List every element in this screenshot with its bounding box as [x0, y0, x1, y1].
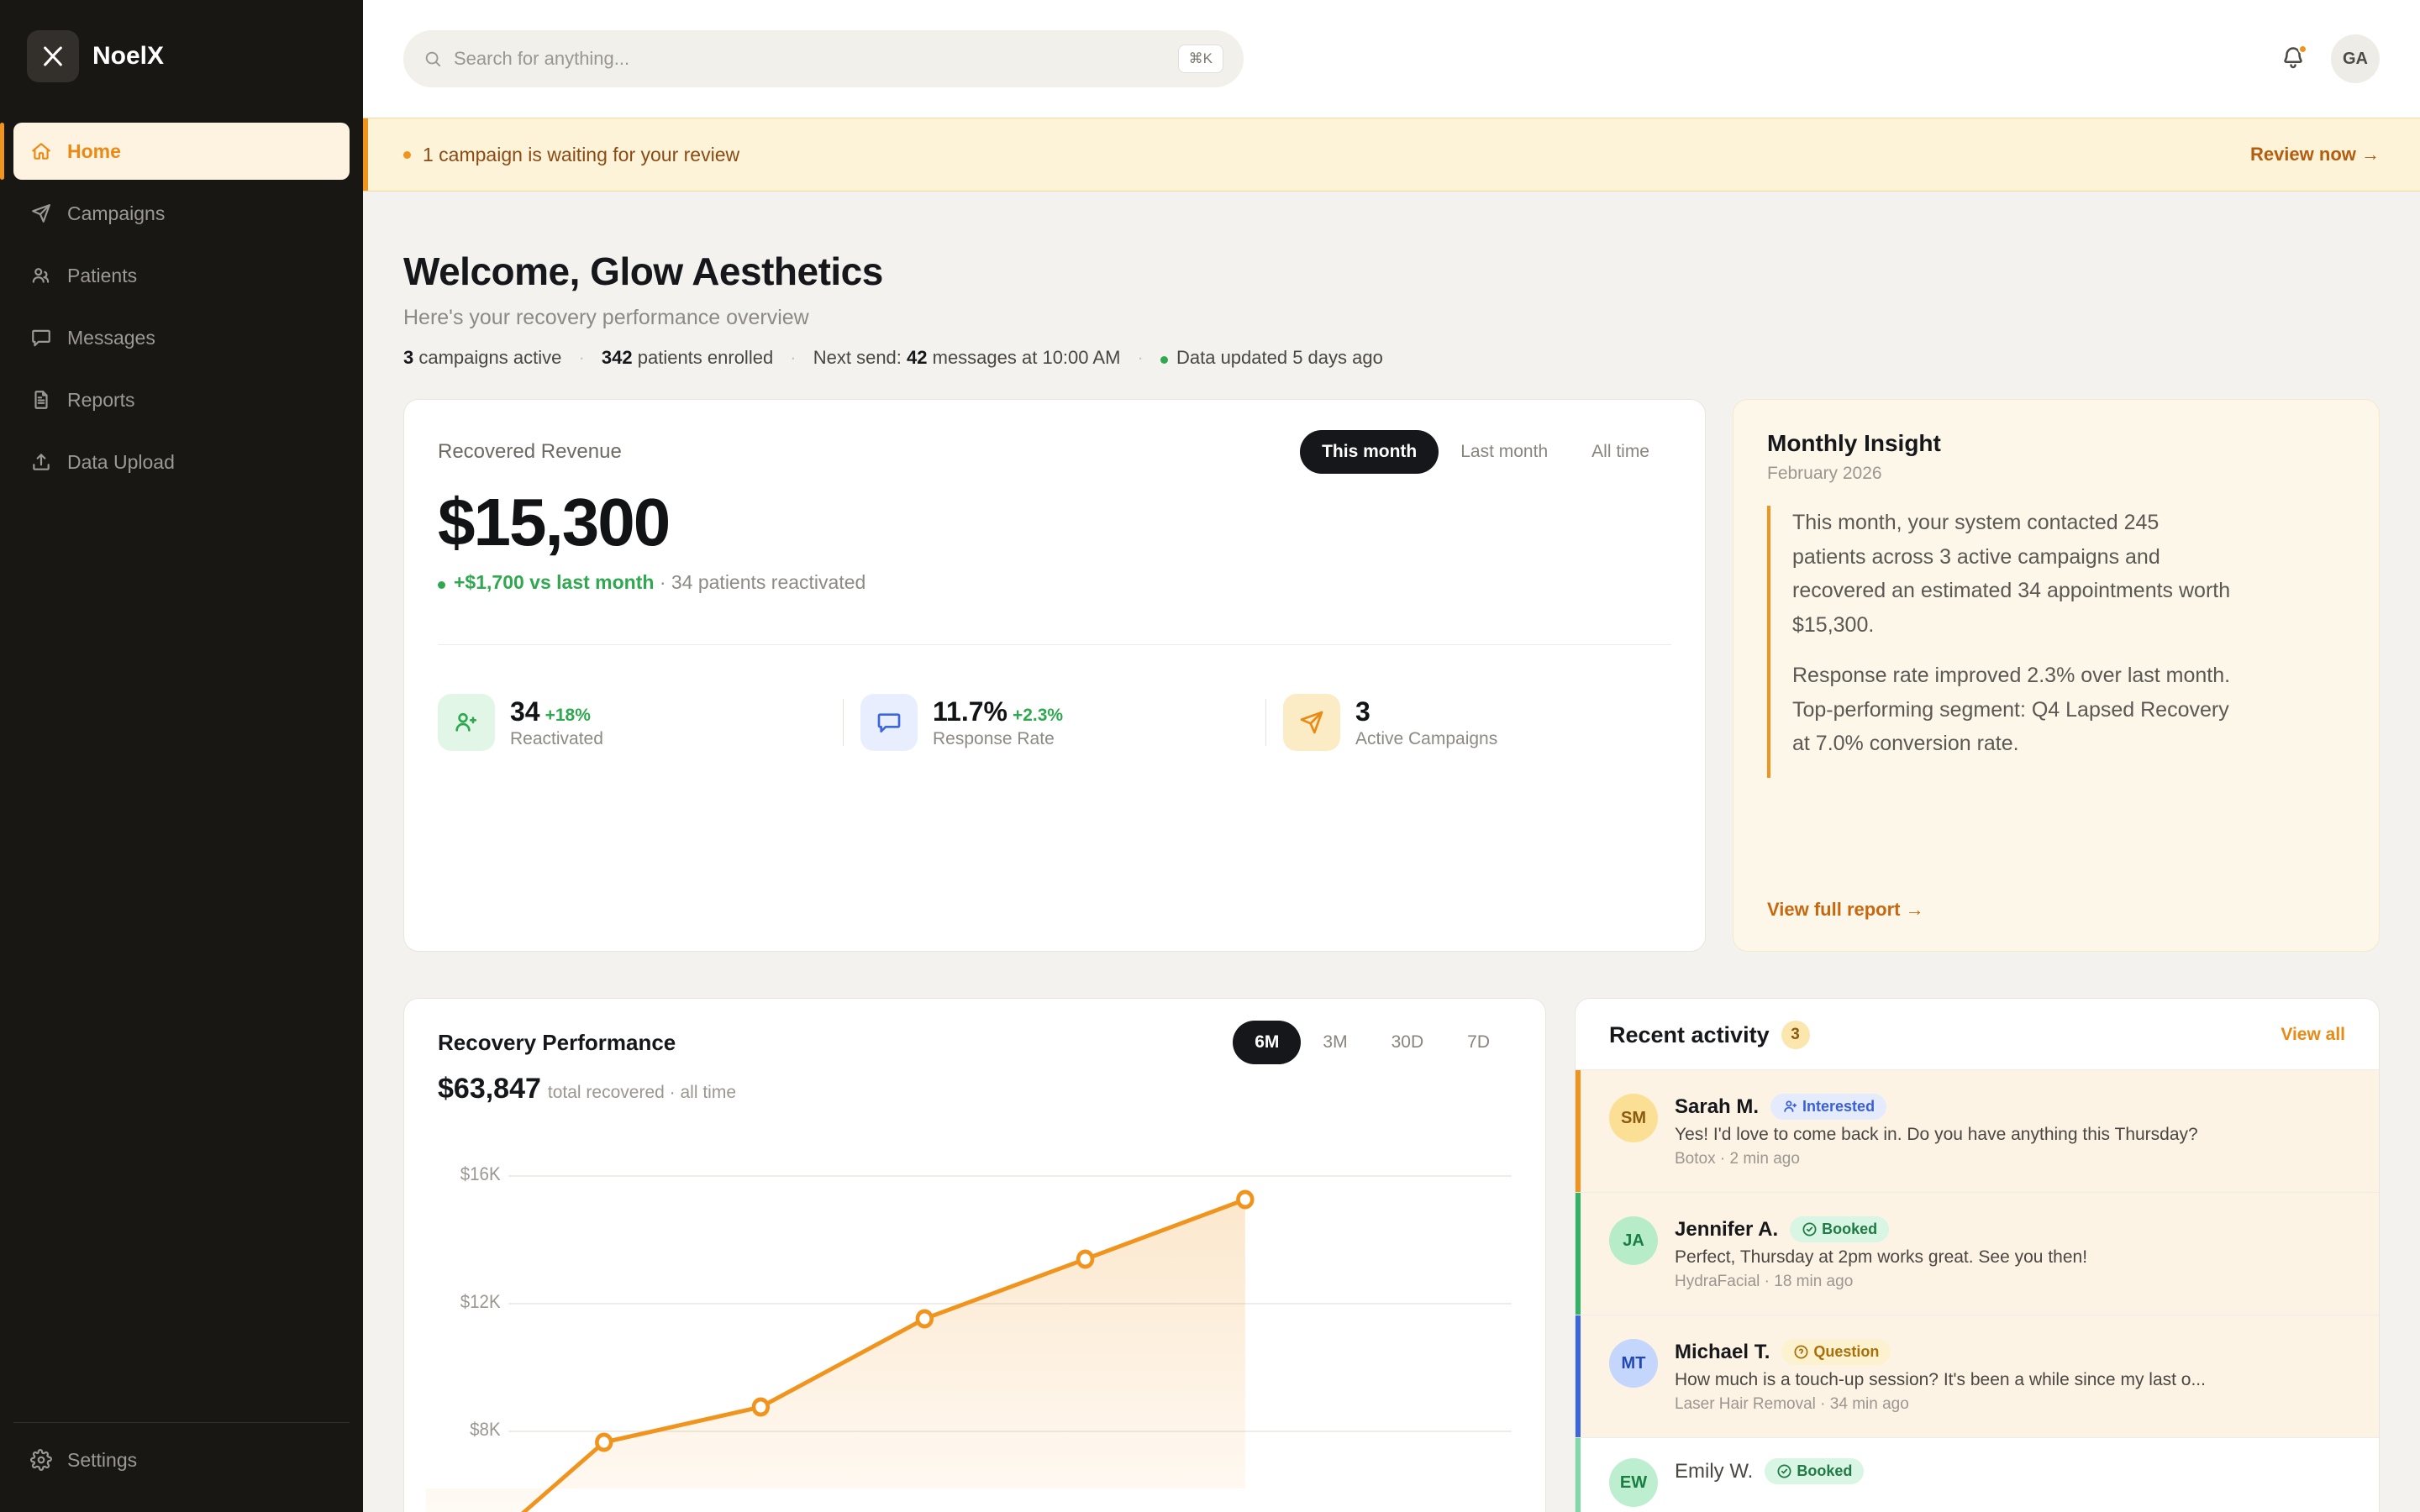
svg-text:$8K: $8K — [470, 1419, 501, 1440]
svg-text:$12K: $12K — [460, 1291, 501, 1312]
svg-text:$16K: $16K — [460, 1163, 501, 1184]
